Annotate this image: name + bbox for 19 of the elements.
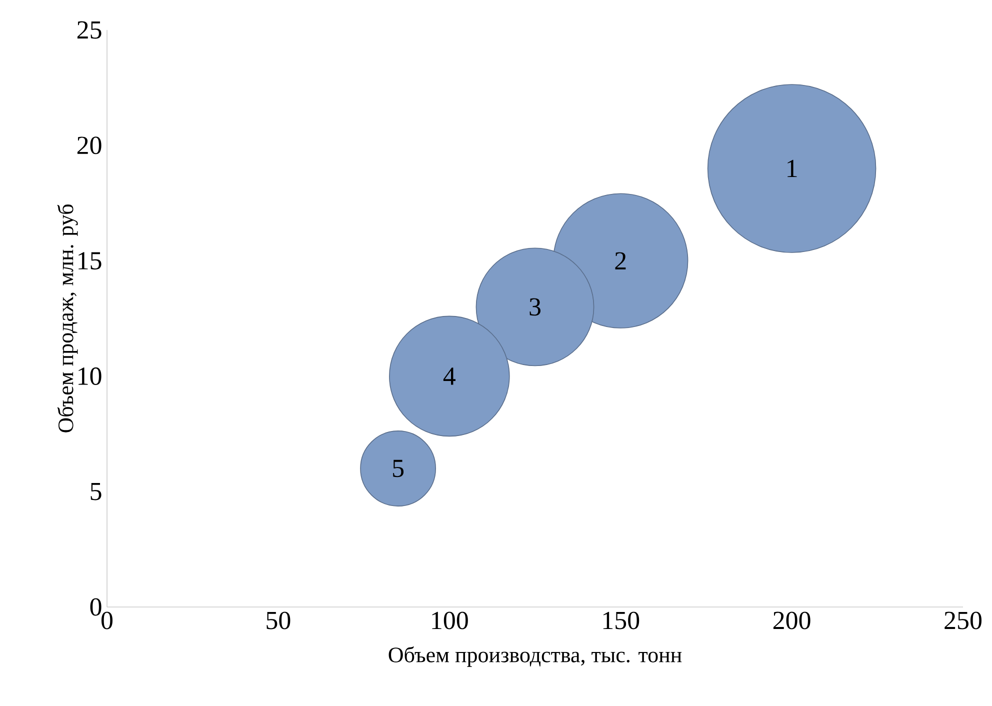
annotation: 4 [443, 368, 456, 385]
y-axis-title: Объем продаж, млн. руб [57, 204, 78, 432]
y-tick-label: 5 [90, 482, 102, 500]
annotation: 1 [788, 160, 797, 178]
x-axis-title: Объем производства, тыс. тонн [388, 646, 682, 667]
y-tick-label: 10 [78, 367, 102, 385]
y-tick-label: 20 [77, 136, 102, 154]
x-tick-label: 50 [266, 612, 290, 630]
x-tick-label: 150 [603, 612, 640, 630]
annotation: 5 [393, 460, 404, 478]
x-tick-label: 100 [432, 612, 468, 630]
x-tick-label: 200 [773, 612, 810, 630]
x-tick-label: 0 [101, 612, 113, 630]
x-tick-label: 250 [944, 612, 982, 630]
annotation: 2 [615, 252, 626, 270]
y-tick-label: 25 [77, 21, 102, 39]
y-tick-label: 15 [78, 252, 102, 270]
y-tick-label: 0 [90, 598, 102, 616]
annotation: 3 [530, 298, 540, 316]
